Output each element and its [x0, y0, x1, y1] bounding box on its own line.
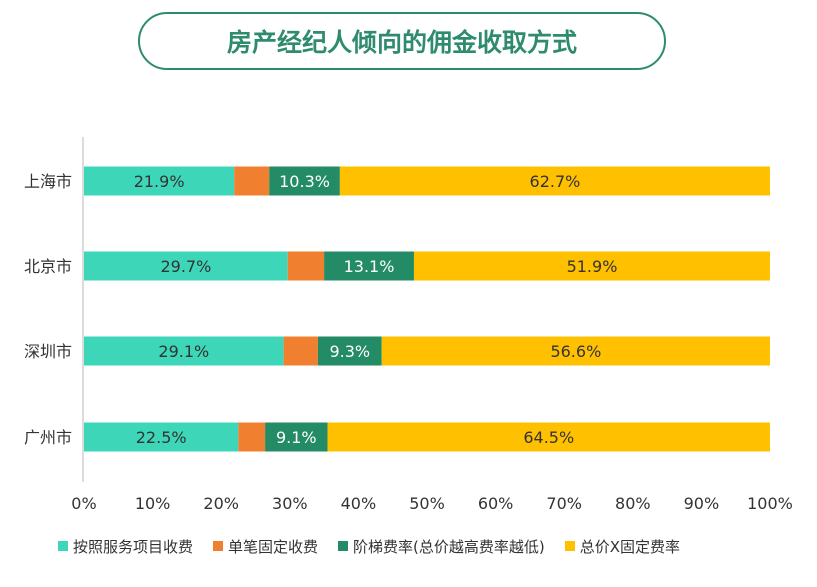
- x-tick-label: 100%: [747, 494, 793, 513]
- x-tick-label: 20%: [203, 494, 239, 513]
- category-label: 上海市: [24, 172, 72, 191]
- bar-segment: [287, 251, 325, 281]
- bar-segment: [327, 422, 770, 452]
- data-label: 22.5%: [136, 428, 187, 447]
- legend-swatch: [564, 541, 575, 551]
- data-label: 9.3%: [329, 342, 370, 361]
- bar-segment: [283, 336, 318, 366]
- x-tick-label: 60%: [478, 494, 514, 513]
- legend-item: 阶梯费率(总价越高费率越低): [338, 536, 545, 557]
- category-label: 广州市: [24, 428, 72, 447]
- legend-swatch: [58, 541, 68, 551]
- data-label: 64.5%: [523, 428, 574, 447]
- x-tick-label: 90%: [684, 494, 720, 513]
- data-label: 29.7%: [160, 257, 211, 276]
- category-label: 北京市: [24, 257, 72, 276]
- bar-segment: [269, 166, 340, 196]
- bar-segment: [324, 251, 414, 281]
- legend-swatch: [338, 541, 349, 551]
- bar-segment: [84, 336, 284, 366]
- chart-title: 房产经纪人倾向的佣金收取方式: [138, 12, 666, 70]
- legend-item: 总价X固定费率: [564, 536, 681, 557]
- x-tick-label: 80%: [615, 494, 651, 513]
- bar-segment: [317, 336, 382, 366]
- data-label: 9.1%: [276, 428, 317, 447]
- data-label: 56.6%: [550, 342, 601, 361]
- x-tick-label: 70%: [546, 494, 582, 513]
- x-tick-label: 40%: [341, 494, 377, 513]
- bar-segment: [381, 336, 770, 366]
- legend-item: 按照服务项目收费: [58, 536, 193, 557]
- bar-segment: [265, 422, 328, 452]
- legend-label: 阶梯费率(总价越高费率越低): [353, 537, 545, 556]
- bar-segment: [339, 166, 770, 196]
- bar-segment: [234, 166, 270, 196]
- bar-segment: [84, 166, 235, 196]
- bar-segment: [84, 251, 288, 281]
- legend-label: 单笔固定收费: [228, 537, 319, 556]
- legend-item: 单笔固定收费: [213, 536, 318, 557]
- data-label: 29.1%: [158, 342, 209, 361]
- bar-segment: [413, 251, 770, 281]
- legend: 按照服务项目收费 单笔固定收费 阶梯费率(总价越高费率越低) 总价X固定费率: [58, 534, 700, 558]
- legend-label: 按照服务项目收费: [73, 537, 194, 556]
- legend-label: 总价X固定费率: [579, 537, 681, 556]
- x-tick-label: 50%: [409, 494, 445, 513]
- category-label: 深圳市: [24, 342, 72, 361]
- x-tick-label: 10%: [135, 494, 171, 513]
- data-label: 51.9%: [567, 257, 618, 276]
- data-label: 10.3%: [279, 172, 330, 191]
- data-label: 62.7%: [530, 172, 581, 191]
- data-label: 21.9%: [134, 172, 185, 191]
- bar-segment: [238, 422, 266, 452]
- x-tick-label: 30%: [272, 494, 308, 513]
- bar-segment: [84, 422, 239, 452]
- data-label: 13.1%: [344, 257, 395, 276]
- legend-swatch: [213, 541, 224, 551]
- x-tick-label: 0%: [71, 494, 96, 513]
